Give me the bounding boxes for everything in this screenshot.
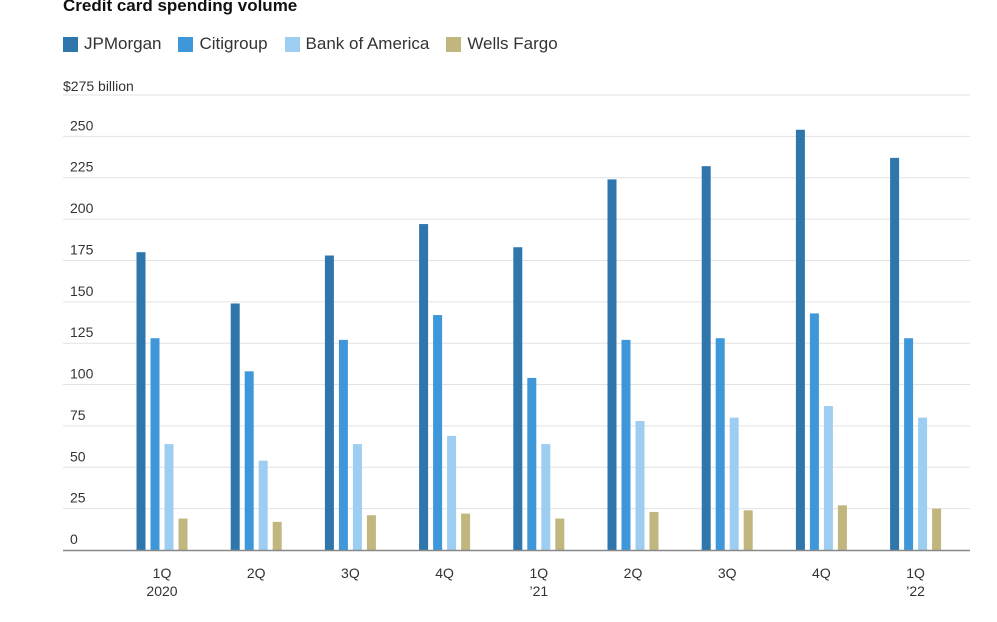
x-tick-year-label-8: ’22 bbox=[906, 583, 925, 599]
x-tick-label-8: 1Q bbox=[906, 565, 925, 581]
bar-wells-fargo-8 bbox=[932, 508, 942, 550]
bar-bank-of-america-2 bbox=[352, 444, 362, 550]
legend-label-jpmorgan: JPMorgan bbox=[84, 34, 162, 53]
bar-citigroup-6 bbox=[715, 338, 725, 550]
legend-swatch-bank-of-america bbox=[284, 36, 300, 52]
bars bbox=[136, 129, 942, 551]
bar-citigroup-4 bbox=[527, 377, 537, 550]
bar-wells-fargo-2 bbox=[366, 515, 376, 550]
bar-jpmorgan-0 bbox=[136, 252, 146, 550]
legend-item-citigroup: Citigroup bbox=[178, 34, 268, 54]
y-axis-unit-label: $275 billion bbox=[63, 78, 134, 94]
bar-bank-of-america-0 bbox=[164, 444, 174, 550]
y-tick-label-250: 250 bbox=[70, 117, 94, 133]
y-tick-label-75: 75 bbox=[70, 407, 86, 423]
bar-citigroup-5 bbox=[621, 339, 631, 550]
chart-legend: JPMorgan Citigroup Bank of America Wells… bbox=[63, 34, 575, 54]
bar-wells-fargo-1 bbox=[272, 521, 282, 550]
x-tick-label-5: 2Q bbox=[624, 565, 643, 581]
chart-title: Credit card spending volume bbox=[63, 0, 298, 15]
legend-swatch-citigroup bbox=[178, 36, 194, 52]
bar-wells-fargo-6 bbox=[743, 510, 753, 550]
bar-wells-fargo-5 bbox=[649, 511, 659, 550]
bar-wells-fargo-4 bbox=[555, 518, 565, 550]
legend-item-jpmorgan: JPMorgan bbox=[63, 34, 161, 54]
bar-jpmorgan-6 bbox=[701, 166, 711, 550]
legend-swatch-jpmorgan bbox=[63, 36, 78, 52]
x-tick-year-label-0: 2020 bbox=[146, 583, 177, 599]
y-tick-label-200: 200 bbox=[70, 200, 94, 216]
legend-label-bank-of-america: Bank of America bbox=[305, 34, 430, 53]
bar-citigroup-2 bbox=[338, 339, 348, 550]
y-tick-label-125: 125 bbox=[70, 324, 94, 340]
y-tick-label-225: 225 bbox=[70, 159, 94, 175]
bar-wells-fargo-3 bbox=[461, 513, 471, 550]
x-tick-label-1: 2Q bbox=[247, 565, 266, 581]
bar-wells-fargo-0 bbox=[178, 518, 188, 550]
x-tick-year-label-4: ’21 bbox=[529, 583, 548, 599]
y-tick-label-25: 25 bbox=[70, 490, 86, 506]
y-tick-label-150: 150 bbox=[70, 283, 94, 299]
bar-citigroup-7 bbox=[809, 313, 819, 550]
legend-swatch-wells-fargo bbox=[446, 36, 462, 52]
legend-item-wells-fargo: Wells Fargo bbox=[446, 34, 558, 54]
bar-jpmorgan-5 bbox=[607, 179, 617, 550]
y-tick-label-50: 50 bbox=[70, 448, 86, 464]
legend-item-bank-of-america: Bank of America bbox=[284, 34, 430, 54]
legend-label-wells-fargo: Wells Fargo bbox=[467, 34, 558, 53]
bar-citigroup-3 bbox=[433, 315, 443, 550]
bar-bank-of-america-7 bbox=[823, 406, 833, 550]
bar-jpmorgan-2 bbox=[324, 255, 334, 550]
bar-jpmorgan-1 bbox=[230, 303, 240, 550]
bar-wells-fargo-7 bbox=[837, 505, 847, 550]
legend-label-citigroup: Citigroup bbox=[199, 34, 268, 53]
bar-jpmorgan-8 bbox=[890, 157, 900, 551]
x-tick-label-6: 3Q bbox=[718, 565, 737, 581]
bar-citigroup-1 bbox=[244, 371, 254, 550]
y-axis-ticks: 0 25 50 75 100 125 150 175 200 225 250 bbox=[70, 117, 94, 547]
y-tick-label-175: 175 bbox=[70, 241, 94, 257]
x-axis-labels: 1Q 2020 2Q 3Q 4Q 1Q ’21 2Q 3Q 4Q 1Q ’22 bbox=[146, 565, 925, 599]
x-tick-label-3: 4Q bbox=[435, 565, 454, 581]
bar-bank-of-america-4 bbox=[541, 444, 551, 550]
bar-citigroup-8 bbox=[904, 338, 914, 550]
bar-bank-of-america-6 bbox=[729, 417, 739, 550]
x-tick-label-4: 1Q bbox=[529, 565, 548, 581]
x-tick-label-0: 1Q bbox=[153, 565, 172, 581]
bar-jpmorgan-3 bbox=[419, 224, 429, 550]
x-tick-label-7: 4Q bbox=[812, 565, 831, 581]
y-tick-label-100: 100 bbox=[70, 366, 94, 382]
x-tick-label-2: 3Q bbox=[341, 565, 360, 581]
bar-jpmorgan-4 bbox=[513, 247, 523, 550]
bar-bank-of-america-8 bbox=[918, 417, 928, 550]
bar-bank-of-america-1 bbox=[258, 460, 268, 550]
bar-jpmorgan-7 bbox=[795, 129, 805, 550]
y-tick-label-0: 0 bbox=[70, 531, 78, 547]
bar-citigroup-0 bbox=[150, 338, 160, 550]
bar-bank-of-america-3 bbox=[447, 435, 457, 550]
bar-bank-of-america-5 bbox=[635, 420, 645, 550]
